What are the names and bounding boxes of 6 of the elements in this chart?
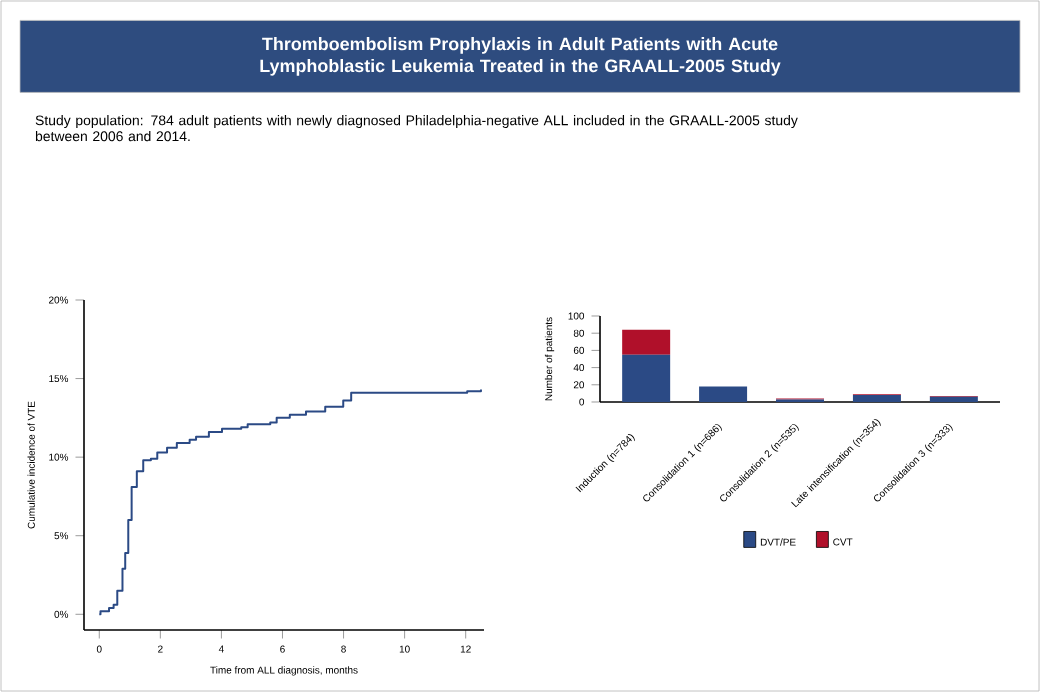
bar	[699, 386, 748, 402]
bar	[929, 396, 978, 402]
bar	[622, 329, 671, 355]
bar	[622, 354, 671, 402]
bar	[852, 395, 901, 402]
text: Thromboembolism Prophylaxis in Adult Patients with Acute Lymphoblastic Leukemia Treated in the GRAALL-2005 Study	[260, 37, 781, 76]
